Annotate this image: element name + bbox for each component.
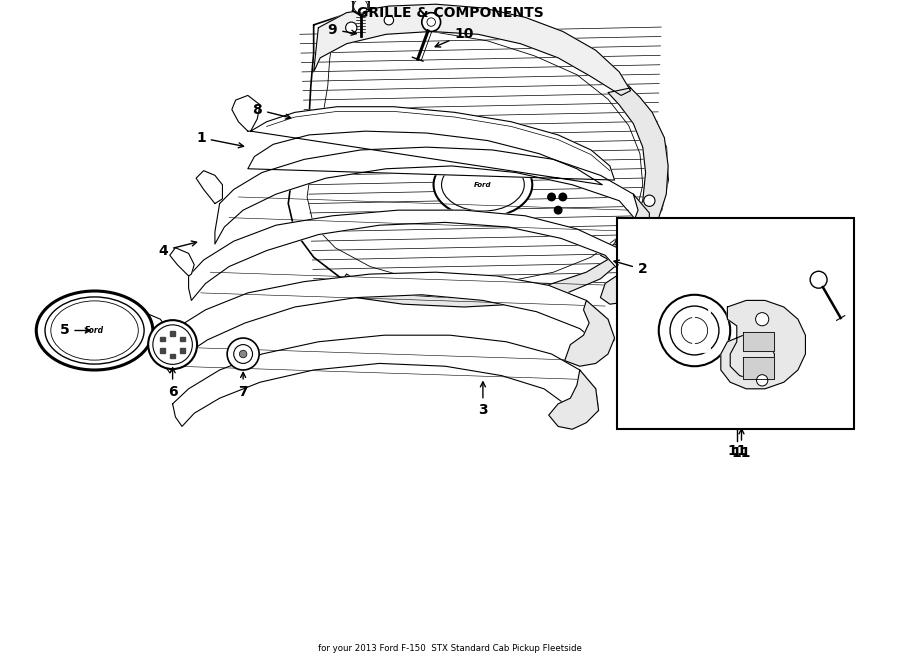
Polygon shape <box>314 4 631 95</box>
Polygon shape <box>189 210 634 300</box>
Circle shape <box>554 206 562 214</box>
Circle shape <box>227 338 259 370</box>
Circle shape <box>756 313 769 326</box>
Bar <box>617 217 854 429</box>
Polygon shape <box>288 11 668 300</box>
Bar <box>160 336 166 341</box>
Bar <box>180 336 184 341</box>
Text: 3: 3 <box>478 382 488 418</box>
Text: 9: 9 <box>328 22 356 36</box>
Text: 1: 1 <box>196 131 244 148</box>
Circle shape <box>757 375 768 386</box>
Text: 6: 6 <box>167 368 177 399</box>
Circle shape <box>670 306 719 355</box>
Polygon shape <box>600 248 634 304</box>
Polygon shape <box>173 335 598 426</box>
Circle shape <box>234 344 253 364</box>
Text: Ford: Ford <box>474 182 491 188</box>
Ellipse shape <box>36 291 153 370</box>
Bar <box>170 354 175 358</box>
Bar <box>170 331 175 336</box>
Polygon shape <box>196 171 222 204</box>
Circle shape <box>354 0 368 13</box>
Polygon shape <box>170 248 194 276</box>
Text: 11: 11 <box>727 444 746 458</box>
Polygon shape <box>743 357 774 379</box>
Text: 7: 7 <box>238 372 248 399</box>
Circle shape <box>384 15 393 25</box>
Polygon shape <box>721 300 806 389</box>
Circle shape <box>644 195 655 206</box>
Text: 4: 4 <box>158 241 196 258</box>
Polygon shape <box>615 194 649 251</box>
Text: GRILLE & COMPONENTS: GRILLE & COMPONENTS <box>356 6 544 20</box>
Circle shape <box>636 222 649 235</box>
Polygon shape <box>141 313 168 344</box>
Ellipse shape <box>45 297 144 364</box>
Circle shape <box>346 22 357 33</box>
Circle shape <box>559 193 567 201</box>
Ellipse shape <box>50 301 139 360</box>
Ellipse shape <box>434 152 532 217</box>
Text: Ford: Ford <box>85 326 104 335</box>
Polygon shape <box>248 106 615 185</box>
Polygon shape <box>743 332 774 351</box>
Circle shape <box>810 271 827 288</box>
Ellipse shape <box>153 325 193 364</box>
Polygon shape <box>549 370 598 429</box>
Ellipse shape <box>442 159 525 211</box>
Ellipse shape <box>148 320 197 369</box>
Polygon shape <box>564 300 615 366</box>
Circle shape <box>681 317 707 344</box>
Polygon shape <box>215 147 647 244</box>
Circle shape <box>548 193 555 201</box>
Bar <box>180 348 184 352</box>
Circle shape <box>427 18 436 26</box>
Bar <box>160 348 166 352</box>
Circle shape <box>239 350 247 358</box>
Circle shape <box>422 13 441 32</box>
Text: for your 2013 Ford F-150  STX Standard Cab Pickup Fleetside: for your 2013 Ford F-150 STX Standard Ca… <box>318 644 582 653</box>
Polygon shape <box>342 257 619 307</box>
Text: 10: 10 <box>436 27 473 47</box>
Polygon shape <box>160 272 615 373</box>
Text: 2: 2 <box>614 260 648 276</box>
Circle shape <box>659 295 730 366</box>
Text: 8: 8 <box>252 102 291 119</box>
Text: 5: 5 <box>59 323 90 338</box>
Polygon shape <box>600 88 668 263</box>
Text: 11: 11 <box>732 429 752 460</box>
